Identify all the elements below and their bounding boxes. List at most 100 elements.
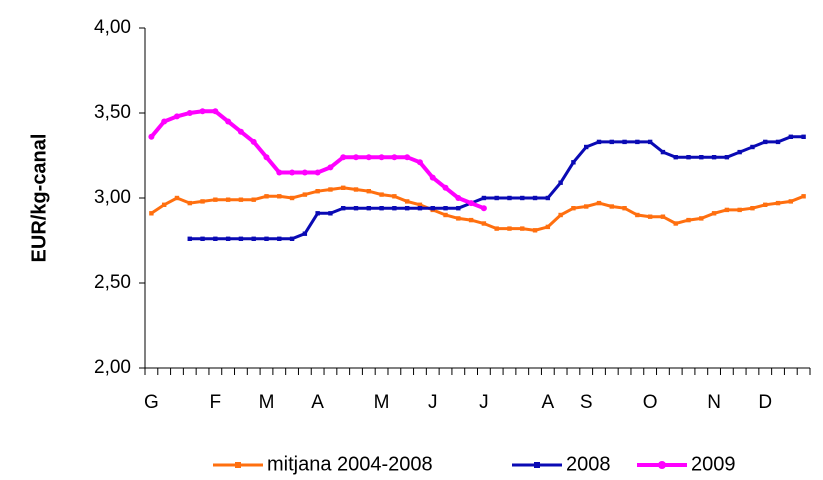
- point: [186, 110, 193, 116]
- point: [481, 221, 487, 226]
- point: [635, 212, 640, 218]
- point: [391, 154, 398, 161]
- series-line: [149, 109, 485, 211]
- point: [187, 200, 192, 206]
- point: [724, 207, 730, 213]
- point: [442, 184, 449, 191]
- x-tick-label: M: [374, 392, 390, 413]
- x-tick-label: M: [259, 392, 275, 413]
- point: [443, 212, 448, 218]
- point: [686, 217, 691, 223]
- point: [699, 216, 704, 221]
- point: [494, 226, 499, 231]
- point: [635, 139, 640, 145]
- point: [366, 206, 371, 211]
- point: [647, 214, 653, 219]
- point: [365, 154, 372, 161]
- x-tick-label: D: [758, 392, 772, 413]
- point: [392, 194, 397, 199]
- x-tick-label: J: [428, 392, 438, 413]
- point: [314, 169, 321, 176]
- point: [532, 228, 538, 233]
- point: [378, 154, 385, 161]
- point: [711, 155, 717, 160]
- point: [788, 134, 794, 139]
- legend-label: mitjana 2004-2008: [267, 453, 433, 475]
- point: [263, 154, 270, 161]
- point: [673, 155, 678, 160]
- point: [289, 236, 295, 241]
- point: [417, 202, 423, 207]
- point: [584, 204, 589, 209]
- point: [775, 139, 781, 145]
- point: [264, 236, 269, 241]
- point: [775, 200, 781, 206]
- point: [788, 199, 794, 204]
- point: [213, 236, 218, 241]
- point: [468, 217, 474, 223]
- point: [148, 133, 155, 140]
- point: [711, 211, 717, 216]
- point: [315, 211, 320, 216]
- point: [200, 199, 205, 204]
- point: [264, 194, 269, 199]
- point: [328, 187, 333, 192]
- x-tick-label: A: [541, 392, 554, 413]
- point: [341, 185, 346, 190]
- point: [161, 202, 167, 207]
- legend-marker: [235, 462, 241, 468]
- point: [622, 139, 627, 145]
- point: [417, 206, 423, 211]
- point: [647, 139, 653, 145]
- legend-marker: [658, 461, 666, 469]
- y-tick-label: 3,50: [94, 102, 131, 123]
- point: [763, 202, 768, 207]
- y-tick-label: 2,00: [94, 357, 131, 378]
- point: [609, 139, 614, 145]
- point: [225, 197, 231, 202]
- point: [250, 138, 257, 145]
- x-tick-label: N: [707, 392, 721, 413]
- point: [660, 149, 666, 155]
- point: [340, 154, 347, 161]
- x-tick-label: A: [311, 392, 324, 413]
- point: [584, 144, 589, 150]
- point: [238, 236, 244, 241]
- point: [251, 197, 256, 202]
- point: [225, 118, 232, 125]
- x-tick-label: J: [479, 392, 489, 413]
- point: [353, 187, 359, 192]
- point: [801, 134, 806, 139]
- point: [750, 206, 755, 211]
- point: [699, 155, 704, 160]
- point: [609, 204, 614, 209]
- y-tick-label: 4,00: [94, 17, 131, 38]
- point: [200, 236, 205, 241]
- point: [353, 206, 359, 211]
- point: [302, 231, 308, 236]
- point: [174, 195, 180, 201]
- point: [213, 197, 218, 202]
- point: [571, 206, 576, 211]
- point: [379, 192, 384, 197]
- point: [468, 200, 475, 207]
- point: [507, 226, 512, 231]
- point: [724, 155, 730, 160]
- point: [596, 139, 602, 145]
- x-tick-label: F: [210, 392, 222, 413]
- point: [315, 189, 320, 194]
- point: [429, 174, 436, 181]
- point: [416, 159, 423, 166]
- x-tick-label: O: [643, 392, 658, 413]
- point: [353, 154, 360, 161]
- point: [301, 169, 308, 176]
- point: [456, 216, 461, 221]
- legend-label: 2008: [566, 453, 611, 475]
- point: [276, 169, 283, 176]
- point: [763, 139, 768, 145]
- point: [366, 189, 371, 194]
- point: [212, 108, 219, 115]
- point: [622, 206, 627, 211]
- series-line: [189, 135, 804, 241]
- point: [737, 149, 742, 155]
